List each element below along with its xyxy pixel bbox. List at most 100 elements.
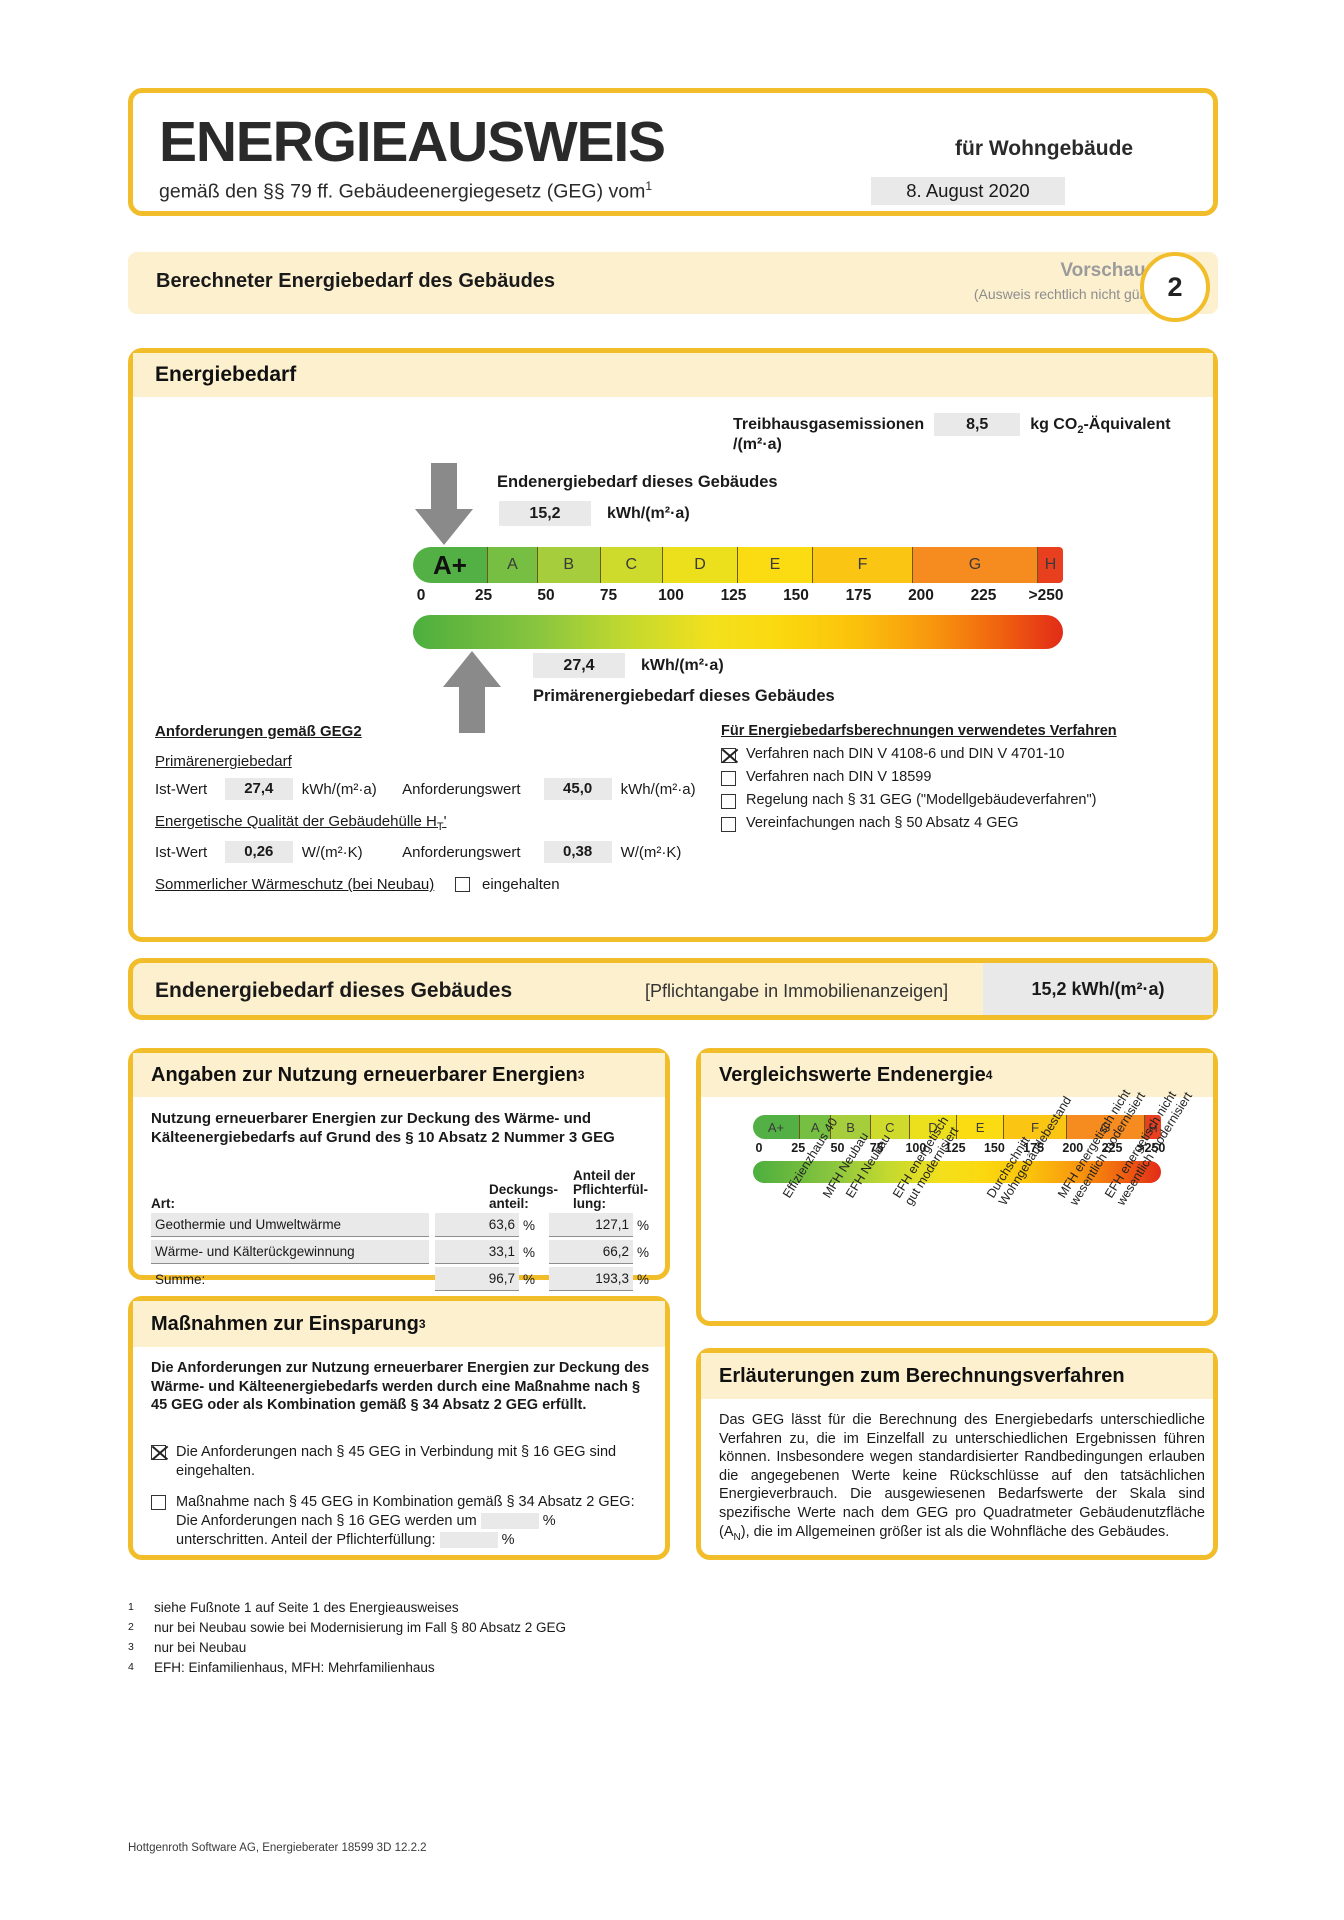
renewable-heading: Angaben zur Nutzung erneuerbarer Energie… — [133, 1053, 665, 1097]
row-art: Wärme- und Kälterückgewinnung — [151, 1240, 429, 1264]
method-option-2[interactable]: Regelung nach § 31 GEG ("Modellgebäudeve… — [721, 792, 1191, 809]
massnahmen-option-1[interactable]: Die Anforderungen nach § 45 GEG in Verbi… — [151, 1443, 657, 1481]
erlaeuterungen-text-sub: N — [733, 1531, 741, 1543]
summer-label: Sommerlicher Wärmeschutz (bei Neubau) — [155, 876, 435, 893]
energy-class-bar: A+ A B C D E F G H — [413, 547, 1063, 583]
footnote-marker-2: 2 — [128, 1621, 134, 1633]
footnote-text-2: nur bei Neubau sowie bei Modernisierung … — [154, 1620, 566, 1635]
energy-class-g: G — [913, 547, 1038, 583]
massnahmen-option-2-checkbox[interactable] — [151, 1495, 166, 1510]
hull-anf-value: 0,38 — [543, 841, 612, 863]
issue-date-value: 8. August 2020 — [871, 177, 1065, 205]
page-title: ENERGIEAUSWEIS — [159, 110, 666, 174]
table-row: Geothermie und Umweltwärme 63,6% 127,1% — [151, 1213, 657, 1237]
method-option-2-checkbox[interactable] — [721, 794, 736, 809]
header-law-text: gemäß den §§ 79 ff. Gebäudeenergiegesetz… — [159, 179, 652, 204]
scale-tick-4: 100 — [658, 587, 684, 604]
ghg-label: Treibhausgasemissionen — [733, 416, 925, 433]
method-option-3[interactable]: Vereinfachungen nach § 50 Absatz 4 GEG — [721, 815, 1191, 832]
methods-block: Für Energiebedarfsberechnungen verwendet… — [721, 723, 1191, 838]
energy-class-a: A — [488, 547, 538, 583]
energy-class-b: B — [538, 547, 601, 583]
renewable-table: Art: Deckungs-anteil: Anteil der Pflichte… — [151, 1165, 657, 1294]
prim-ist-unit: kWh/(m²·a) — [301, 780, 377, 798]
massnahmen-percent-input-1[interactable] — [480, 1513, 539, 1530]
primaerenergie-label: Primärenergiebedarf dieses Gebäudes — [533, 687, 835, 705]
hull-ist-label: Ist-Wert — [155, 843, 208, 861]
footnote-marker-3: 3 — [128, 1641, 134, 1653]
footnote-marker-4: 4 — [128, 1661, 134, 1673]
massnahmen-option-2[interactable]: Maßnahme nach § 45 GEG in Kombination ge… — [151, 1493, 657, 1550]
requirements-prim-row: Ist-Wert 27,4 kWh/(m²·a) Anforderungswer… — [155, 778, 715, 800]
massnahmen-title: Maßnahmen zur Einsparung — [151, 1312, 419, 1335]
scale-tick-9: 225 — [970, 587, 997, 604]
comparison-tick-10: >250 — [1137, 1141, 1166, 1155]
requirements-prim-heading: Primärenergiebedarf — [155, 753, 292, 770]
endenergie-value-row: 15,2 kWh/(m²·a) — [499, 501, 690, 526]
energy-class-c: C — [600, 547, 663, 583]
footnote-text-1: siehe Fußnote 1 auf Seite 1 des Energiea… — [154, 1600, 459, 1615]
hull-heading-post: ' — [443, 813, 447, 830]
preview-badge: Vorschau — [1060, 260, 1146, 281]
scale-tick-2: 50 — [537, 587, 555, 604]
comparison-tick-9: 225 — [1101, 1141, 1123, 1155]
hull-anf-unit: W/(m²·K) — [620, 843, 682, 861]
summer-checkbox[interactable] — [455, 877, 470, 892]
col-pflichterfuellung: Anteil der Pflichterfül-lung: — [573, 1168, 649, 1211]
scale-tick-10: >250 — [1028, 587, 1064, 604]
table-row: Summe: 96,7% 193,3% — [151, 1267, 657, 1291]
hull-ist-unit: W/(m²·K) — [301, 843, 363, 861]
law-text-label: gemäß den §§ 79 ff. Gebäudeenergiegesetz… — [159, 180, 646, 203]
method-option-1-checkbox[interactable] — [721, 771, 736, 786]
massnahmen-option-1-label: Die Anforderungen nach § 45 GEG in Verbi… — [176, 1444, 617, 1479]
energiebedarf-panel: Energiebedarf Treibhausgasemissionen 8,5 k… — [128, 348, 1218, 942]
comparison-title-sup: 4 — [985, 1068, 993, 1082]
footnotes-list: 1 siehe Fußnote 1 auf Seite 1 des Energie… — [128, 1600, 928, 1680]
row-pflicht-unit: % — [637, 1271, 650, 1287]
primaerenergie-unit: kWh/(m²·a) — [641, 657, 724, 674]
energy-class-h: H — [1038, 547, 1063, 583]
prim-anf-unit: kWh/(m²·a) — [620, 780, 696, 798]
row-pflichterfuellung: 127,1 — [549, 1213, 633, 1237]
scale-tick-8: 200 — [908, 587, 934, 604]
massnahmen-percent-input-2[interactable] — [439, 1532, 498, 1549]
row-deckungsanteil: 33,1 — [435, 1240, 519, 1264]
comparison-tick-8: 200 — [1062, 1141, 1084, 1155]
method-option-0-checkbox[interactable] — [721, 748, 736, 763]
comparison-title: Vergleichswerte Endenergie — [719, 1063, 986, 1086]
methods-list: Verfahren nach DIN V 4108-6 und DIN V 47… — [721, 746, 1191, 832]
row-deckungsanteil: 63,6 — [435, 1213, 519, 1237]
ghg-unit-post: -Äquivalent /(m²·a) — [733, 416, 1171, 454]
method-option-1[interactable]: Verfahren nach DIN V 18599 — [721, 769, 1191, 786]
massnahmen-panel: Maßnahmen zur Einsparung 3 Die Anforderun… — [128, 1296, 670, 1560]
erlaeuterungen-text: Das GEG lässt für die Berechnung des Ene… — [719, 1411, 1205, 1547]
hull-anf-label: Anforderungswert — [402, 843, 521, 861]
energiebedarf-heading: Energiebedarf — [133, 353, 1213, 397]
endenergie-arrow-icon — [415, 463, 473, 545]
prim-ist-label: Ist-Wert — [155, 780, 208, 798]
requirements-heading-text: Anforderungen gemäß GEG — [155, 723, 354, 740]
requirements-heading-sup: 2 — [353, 723, 362, 740]
comparison-scale-ticks: 0 25 50 75 100 125 150 175 200 225 >250 — [739, 1141, 1175, 1159]
comparison-class-a: A — [800, 1115, 832, 1139]
renewable-title-sup: 3 — [577, 1068, 585, 1082]
banner-note: [Pflichtangabe in Immobilienanzeigen] — [645, 981, 949, 1001]
footnote-3: 3 nur bei Neubau — [128, 1640, 928, 1655]
renewable-intro: Nutzung erneuerbarer Energien zur Deckun… — [151, 1110, 615, 1146]
method-option-0[interactable]: Verfahren nach DIN V 4108-6 und DIN V 47… — [721, 746, 1191, 763]
row-pflichterfuellung: 193,3 — [549, 1267, 633, 1291]
comparison-tick-7: 175 — [1023, 1141, 1045, 1155]
row-deckung-unit: % — [523, 1244, 536, 1260]
renewable-panel: Angaben zur Nutzung erneuerbarer Energie… — [128, 1048, 670, 1291]
massnahmen-option-1-checkbox[interactable] — [151, 1445, 166, 1460]
footnote-2: 2 nur bei Neubau sowie bei Modernisierung… — [128, 1620, 928, 1635]
method-option-3-checkbox[interactable] — [721, 817, 736, 832]
footnote-1: 1 siehe Fußnote 1 auf Seite 1 des Energie… — [128, 1600, 928, 1615]
hull-heading: Energetische Qualität der Gebäudehülle H… — [155, 813, 715, 833]
scale-tick-7: 175 — [845, 587, 872, 604]
comparison-class-g: G — [1066, 1115, 1146, 1139]
scale-tick-0: 0 — [416, 587, 426, 604]
method-option-0-label: Verfahren nach DIN V 4108-6 und DIN V 47… — [746, 746, 1065, 762]
comparison-tick-6: 150 — [983, 1141, 1005, 1155]
